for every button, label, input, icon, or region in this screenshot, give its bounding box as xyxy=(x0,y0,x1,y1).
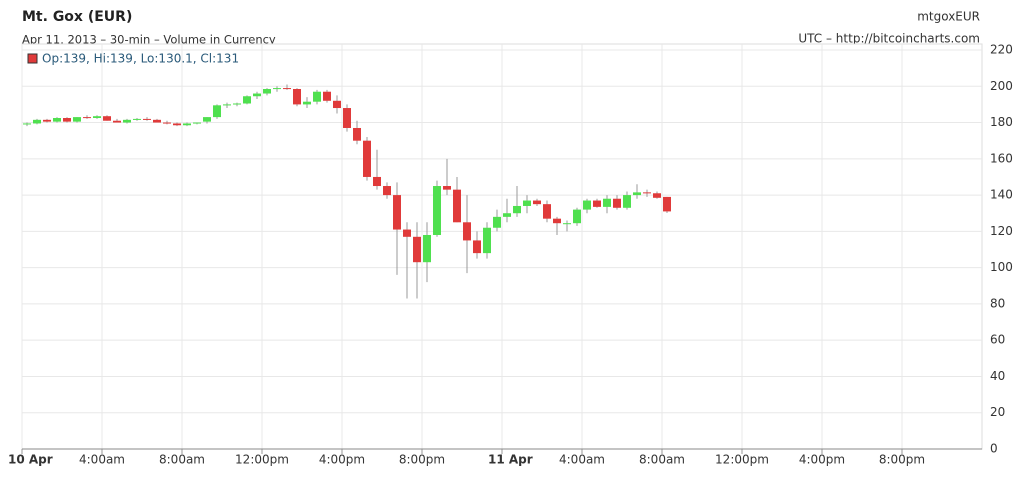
candle-body xyxy=(403,229,411,237)
candle-body xyxy=(623,195,631,208)
candle-body xyxy=(553,218,561,224)
candle-body xyxy=(83,117,91,119)
candle-body xyxy=(383,186,391,196)
candle-body xyxy=(483,227,491,254)
candle-body xyxy=(53,118,61,122)
candle-body xyxy=(513,205,521,214)
x-tick-label: 8:00am xyxy=(159,453,205,467)
candle-body xyxy=(293,88,301,105)
candle-body xyxy=(253,93,261,97)
candle-body xyxy=(43,119,51,122)
candle-body xyxy=(223,104,231,106)
y-tick-label: 200 xyxy=(990,79,1013,93)
candle-body xyxy=(123,119,131,123)
y-tick-label: 140 xyxy=(990,188,1013,202)
candle-body xyxy=(233,103,241,105)
y-tick-label: 120 xyxy=(990,224,1013,238)
candle-body xyxy=(523,200,531,206)
chart-title: Mt. Gox (EUR) xyxy=(22,9,132,25)
x-tick-label: 11 Apr xyxy=(488,453,533,467)
candle-body xyxy=(343,108,351,128)
y-tick-label: 60 xyxy=(990,333,1005,347)
candle-body xyxy=(443,186,451,190)
candle-body xyxy=(193,122,201,124)
symbol: mtgoxEUR xyxy=(917,10,980,24)
candle-body xyxy=(393,195,401,230)
x-tick-label: 4:00pm xyxy=(799,453,845,467)
candle-body xyxy=(573,209,581,224)
candle-body xyxy=(583,200,591,210)
candle-body xyxy=(333,100,341,109)
candle-body xyxy=(543,204,551,219)
candle-body xyxy=(413,236,421,263)
candle-body xyxy=(143,118,151,120)
candle-body xyxy=(453,189,461,223)
x-tick-label: 8:00pm xyxy=(879,453,925,467)
candle-body xyxy=(603,198,611,207)
candle-body xyxy=(183,123,191,126)
candle-body xyxy=(243,96,251,104)
y-tick-label: 220 xyxy=(990,43,1013,57)
candle-body xyxy=(63,118,71,122)
candle-body xyxy=(323,91,331,101)
candle-body xyxy=(423,234,431,263)
candle-body xyxy=(133,118,141,120)
x-tick-label: 4:00am xyxy=(559,453,605,467)
y-tick-label: 80 xyxy=(990,296,1005,310)
legend-swatch xyxy=(27,53,38,64)
candle-body xyxy=(363,140,371,177)
y-tick-label: 160 xyxy=(990,151,1013,165)
legend-text: Op:139, Hi:139, Lo:130.1, Cl:131 xyxy=(42,52,239,66)
chart-subtitle: Apr 11, 2013 – 30-min – Volume in Curren… xyxy=(22,33,276,47)
candle-body xyxy=(303,101,311,105)
candle-body xyxy=(533,200,541,205)
y-tick-label: 100 xyxy=(990,260,1013,274)
candle-body xyxy=(433,186,441,235)
candle-body xyxy=(643,192,651,194)
y-tick-label: 0 xyxy=(990,442,998,456)
candle-body xyxy=(113,120,121,123)
candle-body xyxy=(283,88,291,90)
x-tick-label: 12:00pm xyxy=(235,453,289,467)
x-tick-label: 8:00am xyxy=(639,453,685,467)
candle-body xyxy=(463,222,471,241)
candle-body xyxy=(153,119,161,123)
candle-body xyxy=(633,192,641,196)
candle-body xyxy=(613,198,621,208)
candle-body xyxy=(373,176,381,187)
x-tick-label: 4:00am xyxy=(79,453,125,467)
candle-body xyxy=(503,213,511,217)
candle-body xyxy=(663,196,671,212)
candle-body xyxy=(563,223,571,225)
source: UTC – http://bitcoincharts.com xyxy=(798,32,980,46)
x-tick-label: 10 Apr xyxy=(8,453,53,467)
candle-body xyxy=(33,119,41,124)
candle-body xyxy=(93,116,101,119)
candle-body xyxy=(73,117,81,122)
candle-body xyxy=(473,240,481,254)
candle-body xyxy=(353,127,361,141)
y-tick-label: 20 xyxy=(990,405,1005,419)
candle-body xyxy=(653,193,661,198)
candle-body xyxy=(313,91,321,102)
candle-body xyxy=(23,123,31,125)
y-tick-label: 40 xyxy=(990,369,1005,383)
candle-body xyxy=(173,123,181,126)
candle-body xyxy=(593,200,601,207)
x-tick-label: 12:00pm xyxy=(715,453,769,467)
candle-body xyxy=(493,216,501,228)
x-tick-label: 8:00pm xyxy=(399,453,445,467)
x-tick-label: 4:00pm xyxy=(319,453,365,467)
candle-body xyxy=(263,88,271,94)
candle-body xyxy=(103,116,111,121)
candle-body xyxy=(203,117,211,122)
candle-body xyxy=(163,122,171,124)
candle-body xyxy=(213,105,221,118)
y-tick-label: 180 xyxy=(990,115,1013,129)
candle-body xyxy=(273,88,281,90)
